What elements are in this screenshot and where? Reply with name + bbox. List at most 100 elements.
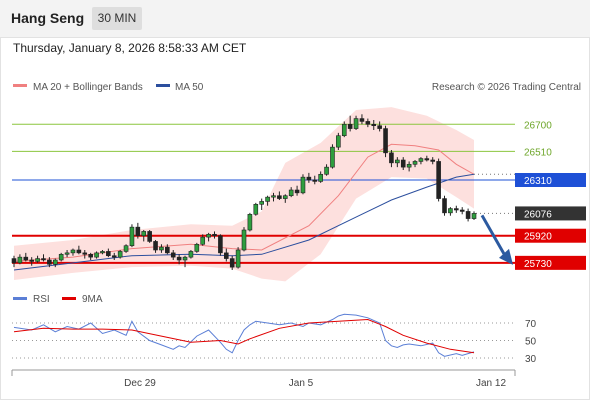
rsi-panel: 70 50 30 [12, 313, 537, 365]
candle-body [465, 211, 471, 219]
candle-body [306, 176, 312, 181]
candle-body [389, 152, 394, 164]
candle-body [58, 253, 64, 261]
bollinger-legend-label: MA 20 + Bollinger Bands [33, 82, 143, 93]
header-bar: Hang Seng 30 MIN [0, 0, 590, 38]
candle-body [341, 123, 347, 137]
candle-body [100, 251, 105, 254]
rsi-level-label-50: 50 [525, 337, 537, 348]
candle-body [347, 123, 353, 129]
candle-body [241, 229, 247, 251]
candle-body [442, 198, 447, 214]
level-tag-25920 [515, 228, 586, 243]
level-label-26076: 26076 [524, 209, 552, 220]
candle-body [123, 245, 129, 252]
candle-body [412, 161, 418, 165]
price-level-labels: 26700 26510 26310 26076 25920 25730 [515, 120, 586, 270]
candle-body [300, 176, 306, 194]
candle-body [206, 233, 211, 238]
candle-body [282, 195, 288, 199]
candle-body [277, 195, 282, 199]
candle-body [224, 252, 229, 259]
rsi-ma-legend-swatch [62, 297, 76, 300]
candle-body [377, 125, 382, 129]
candle-body [418, 158, 424, 162]
candle-body [395, 159, 400, 164]
rsi-legend-label: RSI [33, 294, 50, 305]
candle-body [94, 252, 99, 258]
level-label-26700: 26700 [524, 120, 552, 131]
candle-body [265, 196, 270, 202]
candle-body [235, 249, 241, 268]
level-label-26310: 26310 [524, 176, 552, 187]
candle-body [312, 179, 318, 182]
candle-body [271, 195, 276, 198]
candle-body [188, 251, 194, 258]
candle-body [212, 233, 217, 237]
candle-body [247, 213, 253, 231]
candle-body [70, 249, 76, 254]
candle-body [17, 256, 23, 264]
candle-body [182, 256, 188, 261]
candle-body [459, 209, 465, 212]
candle-body [76, 249, 82, 254]
level-label-25730: 25730 [524, 259, 552, 270]
candle-body [406, 163, 412, 168]
rsi-level-label-30: 30 [525, 354, 537, 365]
candlestick-series [11, 114, 477, 270]
candle-body [159, 246, 164, 251]
candle-body [170, 252, 176, 258]
candle-body [106, 251, 111, 257]
candle-body [253, 203, 259, 215]
candle-body [47, 259, 52, 265]
level-tag-26310 [515, 173, 586, 187]
level-label-25920: 25920 [524, 232, 552, 243]
candle-body [111, 255, 117, 258]
candle-body [330, 146, 335, 168]
candle-body [23, 256, 29, 261]
ma50-legend-swatch [156, 84, 170, 87]
candle-body [35, 258, 40, 262]
candle-body [353, 118, 359, 129]
candle-body [200, 236, 206, 245]
candle-body [11, 258, 17, 264]
timeframe-badge[interactable]: 30 MIN [92, 7, 142, 30]
candle-body [288, 189, 294, 197]
candle-body [129, 226, 135, 247]
level-tag-25730 [515, 255, 586, 270]
rsi-level-label-70: 70 [525, 319, 537, 330]
price-levels [12, 123, 515, 264]
candle-body [365, 121, 371, 125]
candle-body [153, 241, 158, 251]
candle-body [141, 231, 147, 237]
candle-body [336, 135, 341, 148]
copyright-text: Research © 2026 Trading Central [432, 82, 581, 93]
candle-body [82, 252, 88, 255]
candle-body [88, 253, 93, 258]
candle-body [371, 123, 377, 127]
candle-body [117, 251, 123, 258]
candle-body [259, 201, 264, 205]
timestamp: Thursday, January 8, 2026 8:58:33 AM CET [13, 41, 247, 55]
candle-body [430, 159, 436, 162]
rsi-ma-line [13, 318, 475, 354]
x-tick-label-jan12: Jan 12 [476, 378, 506, 389]
candle-body [52, 259, 58, 265]
ma20-line [13, 143, 475, 262]
candle-body [194, 243, 200, 252]
candle-body [424, 158, 430, 161]
candle-body [147, 231, 152, 242]
candle-body [400, 159, 406, 168]
candle-body [176, 256, 182, 261]
rsi-ma-legend-label: 9MA [82, 294, 103, 305]
x-tick-label-jan5: Jan 5 [289, 378, 314, 389]
candle-body [165, 246, 170, 254]
candle-body [229, 258, 235, 268]
candle-body [324, 166, 329, 175]
candle-body [448, 208, 453, 214]
rsi-legend-swatch [13, 297, 27, 300]
x-tick-label-dec29: Dec 29 [124, 378, 156, 389]
ma50-legend-label: MA 50 [175, 82, 204, 93]
projection-arrow-shaft [480, 214, 506, 255]
